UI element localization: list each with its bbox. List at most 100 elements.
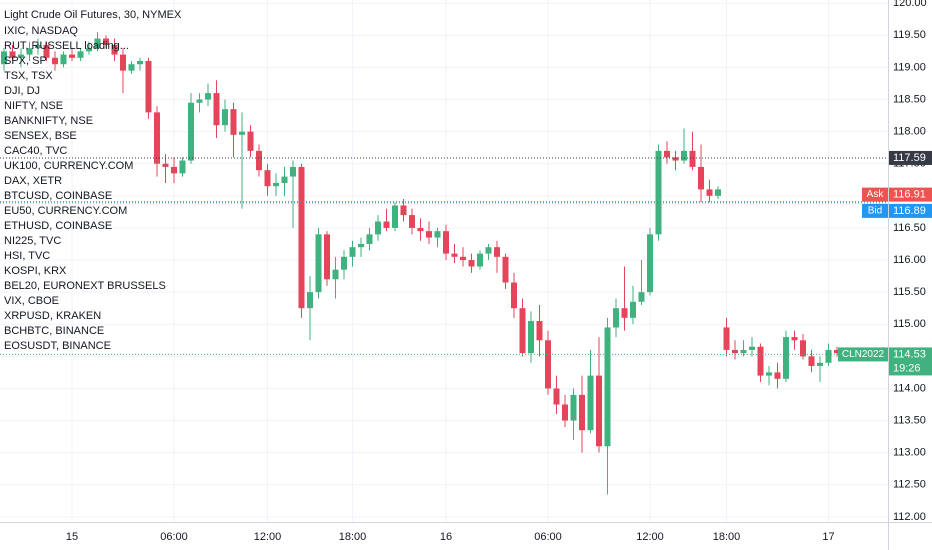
candle-body	[400, 205, 407, 216]
candle-body	[213, 93, 220, 126]
candle-body	[298, 166, 305, 309]
price-marker-value: 114.53	[893, 348, 926, 360]
candle-body	[137, 60, 143, 65]
candle-body	[222, 109, 228, 126]
x-tick-label: 12:00	[636, 531, 664, 543]
watchlist-item: BTCUSD, COINBASE	[4, 190, 112, 202]
x-tick-label: 06:00	[160, 531, 188, 543]
legend-layer: Light Crude Oil Futures, 30, NYMEX IXIC,…	[4, 9, 182, 352]
y-tick-label: 119.50	[893, 29, 926, 41]
candle-body	[60, 54, 67, 65]
candle-body	[315, 234, 322, 293]
candle-body	[145, 60, 152, 113]
price-marker-name: Bid	[868, 206, 882, 217]
candle-body	[519, 308, 526, 354]
y-tick-label: 113.00	[893, 447, 926, 459]
candle-body	[26, 48, 33, 55]
candle-body	[247, 131, 254, 151]
candle-body	[69, 54, 75, 58]
price-marker	[889, 203, 932, 218]
candle-body	[273, 182, 279, 187]
candle-body	[791, 337, 798, 341]
candle-body	[587, 375, 594, 431]
candle-body	[307, 292, 313, 309]
candle-body	[468, 260, 475, 267]
candle-body	[723, 327, 730, 350]
candle-body	[52, 57, 58, 65]
candle-body	[817, 362, 823, 366]
candle-body	[834, 349, 840, 354]
candle-body	[698, 166, 704, 190]
watchlist-item: NI225, TVC	[4, 235, 61, 247]
x-tick-label: 16	[440, 531, 452, 543]
x-tick-label: 18:00	[339, 531, 367, 543]
candle-body	[332, 269, 339, 280]
watchlist-item: XRPUSD, KRAKEN	[4, 310, 101, 322]
candle-body	[740, 349, 747, 354]
candle-body	[681, 150, 687, 161]
price-marker	[889, 347, 932, 376]
candle-body	[196, 99, 203, 103]
price-marker	[889, 187, 932, 202]
price-marker-tag	[862, 203, 888, 218]
candle-body	[732, 349, 738, 354]
watchlist-item: SPX, SP	[4, 55, 47, 67]
watchlist-item: BANKNIFTY, NSE	[4, 115, 93, 127]
candle-body	[570, 394, 577, 421]
candle-body	[86, 48, 92, 52]
candle-body	[120, 54, 126, 71]
candle-body	[341, 256, 347, 270]
y-tick-label: 120.00	[893, 0, 927, 9]
candle-body	[689, 150, 696, 167]
candle-body	[800, 340, 806, 357]
candle-body	[460, 256, 466, 261]
countdown: 19:26	[893, 362, 921, 374]
y-tick-label: 112.50	[893, 479, 926, 491]
candle-body	[434, 231, 441, 238]
candle-body	[264, 170, 271, 187]
candle-body	[562, 404, 568, 421]
candle-body	[774, 372, 781, 379]
watchlist-item: BEL20, EURONEXT BRUSSELS	[4, 280, 166, 292]
price-marker-name: CLN2022	[842, 349, 885, 360]
y-tick-label: 118.50	[893, 93, 926, 105]
price-marker	[889, 150, 932, 165]
candle-body	[128, 64, 135, 71]
candle-body	[553, 388, 560, 405]
watchlist-item: BCHBTC, BINANCE	[4, 325, 104, 337]
candle-body	[613, 308, 619, 328]
watchlist-item: DJI, DJ	[4, 85, 40, 97]
price-marker-name: Ask	[867, 189, 885, 200]
watchlist-item: HSI, TVC	[4, 250, 50, 262]
candle-body	[596, 375, 602, 447]
candle-body	[451, 253, 458, 257]
candle-body	[94, 38, 101, 49]
candle-body	[808, 356, 815, 366]
watchlist-item: UK100, CURRENCY.COM	[4, 160, 133, 172]
price-marker-value: 117.59	[893, 152, 926, 164]
candle-body	[1, 51, 7, 65]
candle-body	[477, 253, 483, 267]
watchlist-item: KOSPI, KRX	[4, 265, 67, 277]
candle-body	[162, 163, 169, 167]
candle-layer	[1, 32, 849, 495]
watchlist-item: SENSEX, BSE	[4, 130, 77, 142]
y-tick-label: 116.00	[893, 254, 926, 266]
candle-body	[111, 44, 118, 55]
watchlist-item: EOSUSDT, BINANCE	[4, 340, 111, 352]
candle-body	[358, 243, 364, 248]
candle-body	[426, 231, 432, 238]
price-marker-value: 116.91	[893, 189, 926, 201]
y-tick-label: 114.00	[893, 382, 926, 394]
watchlist-item: DAX, XETR	[4, 175, 62, 187]
watchlist-item: ETHUSD, COINBASE	[4, 220, 112, 232]
candle-body	[621, 308, 628, 318]
candle-body	[349, 247, 356, 257]
candle-body	[366, 234, 373, 244]
candle-body	[715, 189, 721, 196]
candle-body	[103, 38, 109, 45]
y-tick-label: 115.50	[893, 286, 926, 298]
chart-title: Light Crude Oil Futures, 30, NYMEX	[4, 9, 182, 21]
